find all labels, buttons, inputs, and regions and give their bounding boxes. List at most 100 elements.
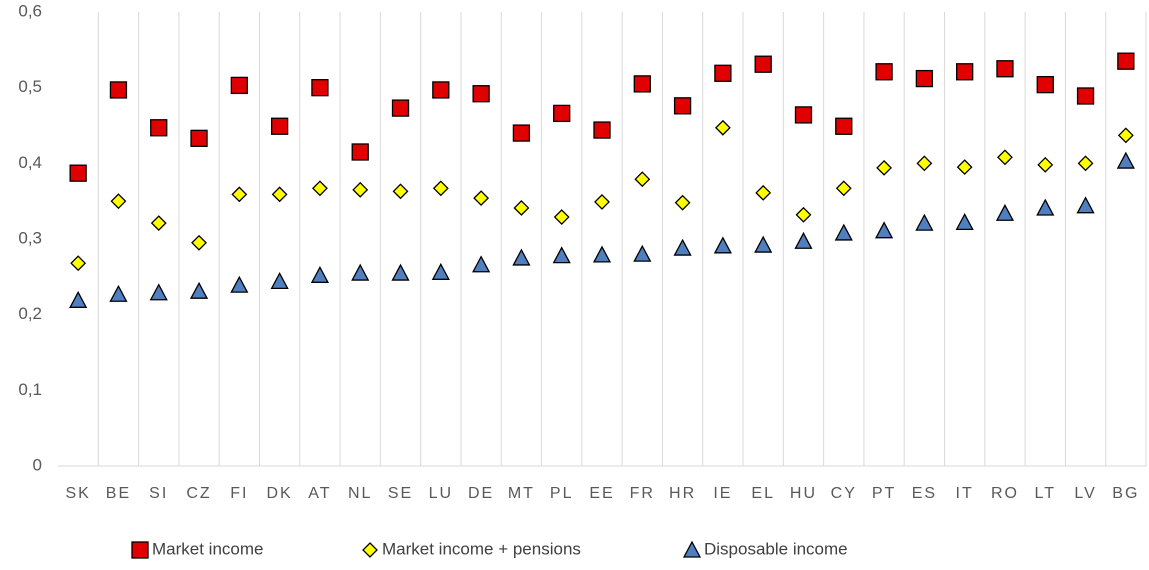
x-tick-label: CZ: [186, 485, 211, 502]
marker-triangle: [230, 275, 249, 293]
x-tick-label: PT: [872, 485, 896, 502]
marker-square: [875, 63, 893, 81]
marker-triangle: [472, 255, 491, 273]
x-tick-label: LT: [1035, 485, 1056, 502]
legend-label: Market income + pensions: [382, 539, 581, 558]
marker-diamond: [594, 194, 610, 210]
marker-triangle: [592, 245, 612, 263]
marker-square: [633, 75, 651, 93]
marker-triangle: [633, 244, 652, 262]
x-tick-label: BG: [1112, 485, 1139, 502]
marker-triangle: [874, 221, 894, 239]
y-tick-label: 0,3: [18, 228, 42, 247]
marker-triangle: [1116, 151, 1135, 169]
marker-diamond: [191, 234, 207, 251]
x-tick-label: SI: [149, 485, 168, 502]
marker-square: [472, 85, 490, 103]
marker-diamond: [835, 180, 852, 197]
marker-diamond: [70, 255, 87, 272]
marker-diamond: [795, 206, 812, 223]
marker-square: [673, 97, 692, 115]
x-tick-label: IE: [713, 485, 732, 502]
x-tick-label: DE: [468, 485, 494, 502]
x-tick-label: FI: [230, 485, 248, 502]
marker-triangle: [270, 271, 289, 290]
marker-triangle: [1036, 198, 1055, 216]
x-tick-label: IT: [956, 485, 974, 502]
x-tick-label: SE: [388, 485, 413, 502]
marker-triangle: [109, 284, 128, 302]
x-tick-label: SK: [65, 485, 90, 502]
marker-square: [391, 99, 410, 117]
legend-label: Market income: [152, 539, 263, 558]
marker-triangle: [794, 231, 813, 249]
marker-square: [915, 69, 934, 88]
marker-diamond: [876, 159, 892, 176]
marker-diamond: [997, 149, 1013, 166]
x-tick-label: MT: [508, 485, 535, 502]
x-tick-label: PL: [550, 485, 574, 502]
y-tick-label: 0,6: [18, 1, 42, 20]
marker-triangle: [713, 236, 732, 254]
marker-diamond: [110, 193, 127, 210]
legend-label: Disposable income: [704, 539, 848, 558]
marker-square: [794, 106, 813, 124]
marker-square: [311, 79, 329, 97]
marker-square: [432, 81, 450, 99]
x-tick-label: HR: [669, 485, 696, 502]
marker-diamond: [473, 190, 490, 207]
legend-marker: [131, 541, 149, 559]
marker-triangle: [915, 213, 934, 231]
y-tick-label: 0,5: [18, 77, 42, 96]
marker-diamond: [231, 186, 248, 203]
marker-square: [1076, 87, 1095, 105]
marker-square: [230, 76, 248, 95]
marker-triangle: [391, 263, 410, 281]
marker-square: [1036, 75, 1054, 94]
x-tick-label: ES: [912, 485, 937, 502]
x-tick-label: DK: [267, 485, 293, 502]
marker-diamond: [956, 159, 973, 176]
x-tick-label: LU: [429, 485, 453, 502]
marker-triangle: [512, 248, 531, 266]
marker-diamond: [513, 200, 530, 216]
marker-diamond: [714, 119, 731, 136]
marker-diamond: [755, 184, 772, 201]
marker-diamond: [1117, 127, 1134, 144]
marker-triangle: [955, 212, 974, 231]
marker-diamond: [312, 180, 328, 197]
x-tick-label: HU: [790, 485, 817, 502]
marker-triangle: [552, 246, 571, 264]
marker-square: [270, 117, 289, 135]
marker-triangle: [995, 203, 1015, 221]
marker-diamond: [553, 209, 570, 225]
marker-triangle: [431, 262, 450, 280]
marker-square: [1117, 52, 1135, 70]
marker-triangle: [1076, 196, 1095, 214]
x-tick-label: FR: [630, 485, 655, 502]
marker-diamond: [432, 180, 449, 197]
marker-diamond: [916, 155, 933, 172]
marker-triangle: [149, 283, 168, 301]
marker-diamond: [271, 186, 288, 203]
x-tick-label: RO: [991, 485, 1019, 502]
marker-diamond: [352, 181, 369, 198]
x-tick-label: EE: [589, 485, 614, 502]
y-tick-label: 0: [33, 455, 42, 474]
x-tick-label: BE: [106, 485, 131, 502]
marker-square: [351, 143, 369, 161]
y-tick-label: 0,2: [18, 304, 42, 323]
x-tick-label: EL: [751, 485, 775, 502]
marker-square: [714, 64, 732, 82]
legend-marker: [682, 540, 702, 558]
y-tick-label: 0,4: [18, 153, 42, 172]
marker-square: [109, 81, 128, 99]
y-tick-label: 0,1: [18, 380, 42, 399]
x-tick-label: LV: [1074, 485, 1096, 502]
marker-square: [996, 60, 1014, 78]
marker-diamond: [674, 194, 691, 211]
marker-square: [69, 164, 87, 182]
marker-triangle: [834, 223, 853, 241]
marker-diamond: [392, 183, 409, 200]
